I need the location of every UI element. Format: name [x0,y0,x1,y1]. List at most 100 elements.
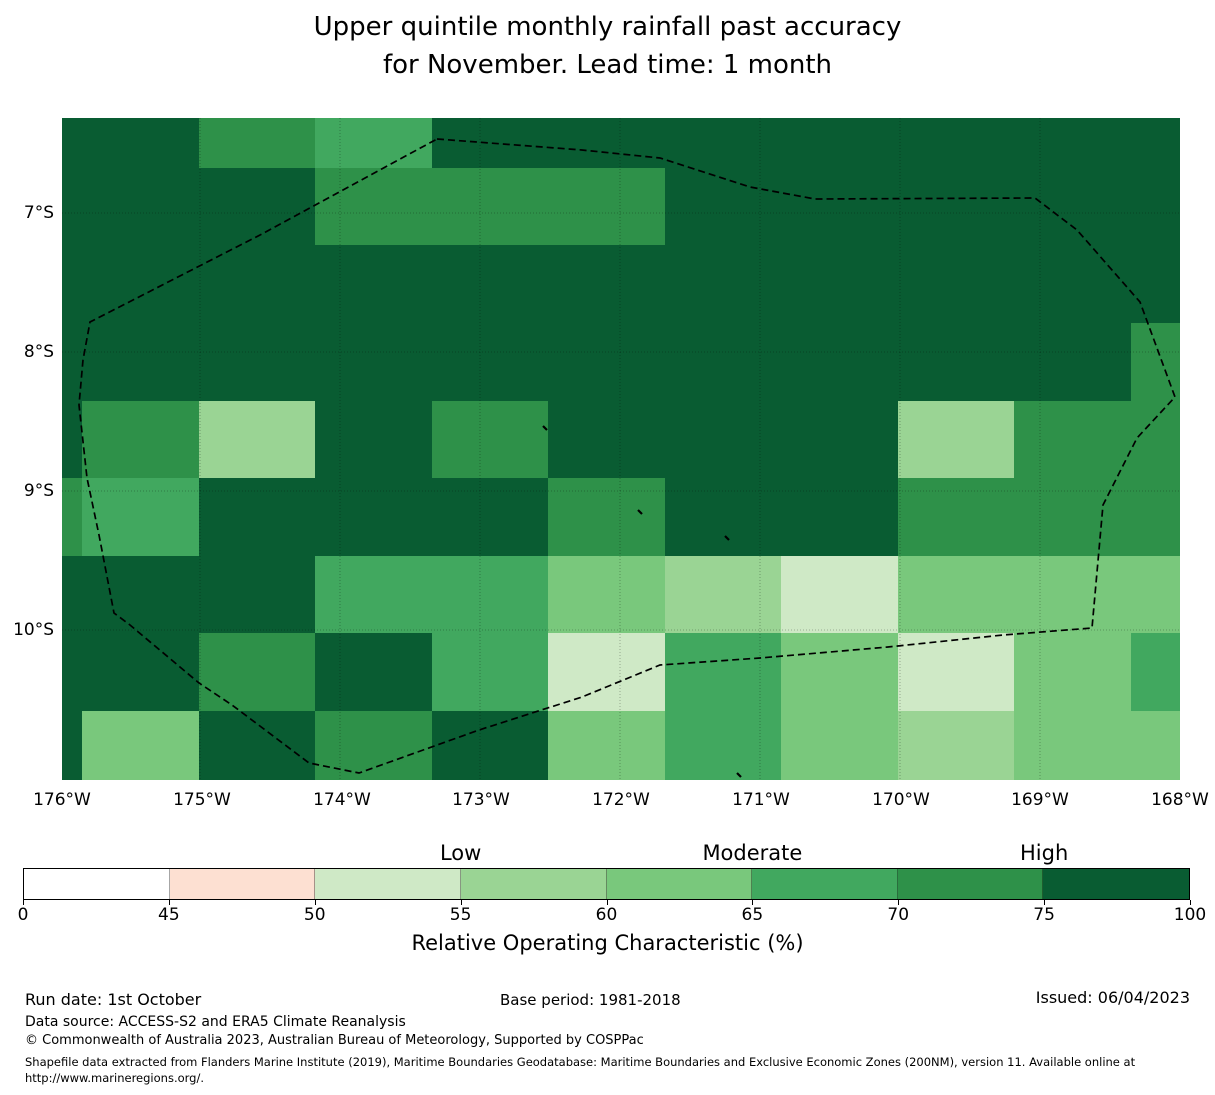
colorbar-segment [460,869,607,899]
longitude-tick-label: 173°W [452,790,510,810]
map-cell [898,401,1014,478]
latitude-tick-label: 9°S [23,481,54,501]
map-cell [548,401,665,478]
colorbar-tick-label: 50 [303,905,326,925]
map-cell [781,401,898,478]
map-cell [315,401,432,478]
colorbar-tick-label: 65 [741,905,764,925]
map-cell [315,118,432,168]
map-cell [1131,633,1180,711]
colorbar-tick-label: 55 [449,905,472,925]
colorbar-axis-label: Relative Operating Characteristic (%) [411,931,804,955]
map-cell [548,118,665,168]
chart-title-line1: Upper quintile monthly rainfall past acc… [313,12,902,42]
map-cell [62,118,82,168]
colorbar-tick-label: 70 [887,905,910,925]
map-cell [432,168,548,245]
map-cell [548,245,665,323]
map-cell [665,633,781,711]
colorbar-tick-mark [752,900,754,905]
map-cell [548,168,665,245]
map-cell [62,711,82,780]
issued-text: Issued: 06/04/2023 [1035,988,1190,1007]
longitude-tick-label: 171°W [732,790,790,810]
map-cell [432,711,548,780]
map-cell [199,556,315,633]
map-cell [199,401,315,478]
map-cell [199,245,315,323]
map-cell [82,711,199,780]
map-cell [1014,478,1131,556]
colorbar-tick-mark [314,900,316,905]
map-cell [665,478,781,556]
map-cell [1014,401,1131,478]
map-cell [898,711,1014,780]
map-cell [62,245,82,323]
map-cell [1131,245,1180,323]
heatmap-svg [62,118,1180,780]
longitude-tick-label: 169°W [1011,790,1069,810]
map-cell [1131,118,1180,168]
map-cell [1131,711,1180,780]
map-cell [1014,245,1131,323]
colorbar-category-label-moderate: Moderate [702,841,803,865]
map-cell [548,556,665,633]
map-cell [199,323,315,401]
map-cell [781,633,898,711]
map-cell [432,401,548,478]
map-cell [898,478,1014,556]
colorbar-segment [752,869,898,899]
map-cell [548,478,665,556]
map-cell [199,168,315,245]
latitude-tick-label: 7°S [23,203,54,223]
longitude-tick-label: 168°W [1151,790,1209,810]
latitude-tick-label: 10°S [13,620,54,640]
colorbar-tick-label: 60 [595,905,618,925]
longitude-tick-label: 176°W [33,790,91,810]
map-cell [781,323,898,401]
colorbar-tick-mark [23,900,24,905]
colorbar [23,868,1190,900]
map-cell [1014,556,1131,633]
base-period-text: Base period: 1981-2018 [500,991,681,1009]
colorbar-segment [169,869,316,899]
map-cell [62,556,82,633]
map-cell [432,245,548,323]
map-cell [781,118,898,168]
map-cell [665,323,781,401]
map-canvas [62,118,1180,780]
map-cell [199,633,315,711]
map-cell [898,245,1014,323]
shapefile-credit-line1: Shapefile data extracted from Flanders M… [25,1055,1136,1069]
island-marker [724,535,730,541]
map-cell [898,118,1014,168]
colorbar-tick-label: 0 [17,905,29,925]
colorbar-tick-mark [1044,900,1046,905]
island-marker [542,425,548,431]
map-cell [82,245,199,323]
map-cell [1014,633,1131,711]
colorbar-category-label-high: High [1019,841,1069,865]
map-cell [199,118,315,168]
colorbar-segment [606,869,753,899]
map-cell [548,323,665,401]
map-cell [781,245,898,323]
map-cell [82,168,199,245]
map-cell [1014,118,1131,168]
map-cell [82,401,199,478]
run-date-text: Run date: 1st October [25,990,202,1009]
colorbar-segment [1043,869,1189,899]
map-cell [199,711,315,780]
map-cell [1014,323,1131,401]
map-cell [1131,556,1180,633]
map-cell [199,478,315,556]
map-cell [432,556,548,633]
longitude-tick-label: 175°W [173,790,231,810]
map-cell [1131,478,1180,556]
colorbar-tick-mark [898,900,900,905]
map-cell [62,478,82,556]
map-cell [82,323,199,401]
data-source-text: Data source: ACCESS-S2 and ERA5 Climate … [25,1014,406,1030]
map-cell [432,633,548,711]
